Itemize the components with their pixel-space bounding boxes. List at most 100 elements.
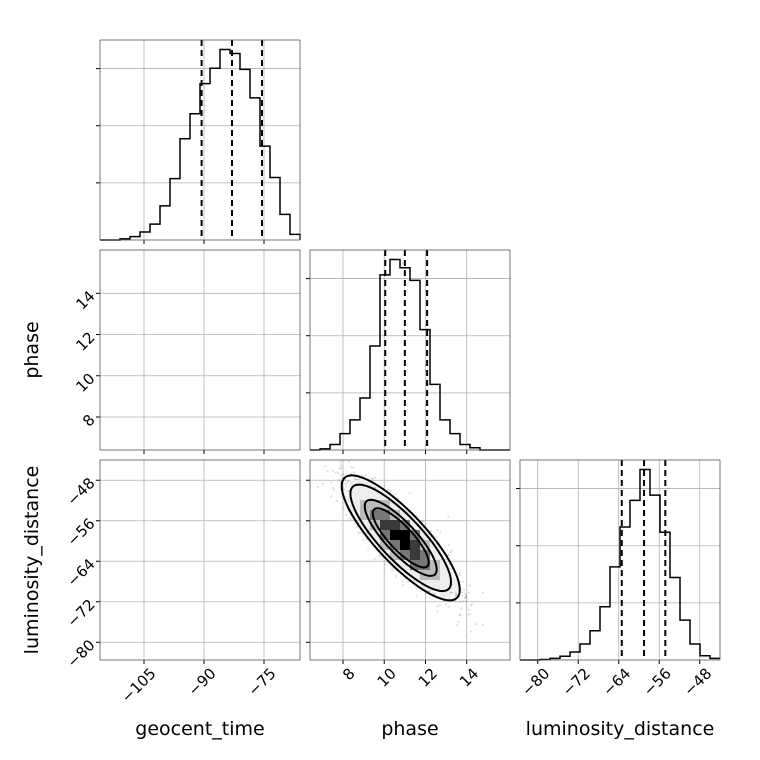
sample-point	[0, 348, 1, 350]
sample-point	[0, 355, 1, 357]
sample-point	[0, 377, 1, 379]
sample-point	[0, 529, 1, 531]
sample-point	[0, 358, 1, 360]
sample-point	[0, 372, 1, 374]
sample-point	[0, 343, 1, 345]
sample-point	[0, 554, 1, 556]
sample-point	[0, 515, 1, 517]
sample-point	[0, 537, 1, 539]
sample-point	[0, 348, 1, 350]
sample-point	[0, 338, 1, 340]
sample-point	[0, 351, 1, 353]
sample-point	[0, 338, 1, 340]
sample-point	[0, 337, 1, 339]
sample-point	[0, 359, 1, 361]
sample-point	[0, 527, 1, 529]
sample-point	[0, 368, 1, 370]
sample-point	[0, 343, 1, 345]
sample-point	[0, 375, 1, 377]
sample-point	[0, 533, 1, 535]
sample-point	[0, 375, 1, 377]
sample-point	[0, 483, 1, 485]
sample-point	[0, 372, 1, 374]
sample-point	[0, 570, 1, 572]
sample-point	[0, 532, 1, 534]
sample-point	[0, 336, 1, 338]
sample-point	[0, 531, 1, 533]
sample-point	[0, 344, 1, 346]
sample-point	[0, 510, 1, 512]
sample-point	[0, 577, 1, 579]
sample-point	[0, 565, 1, 567]
sample-point	[0, 367, 1, 369]
sample-point	[0, 348, 1, 350]
sample-point	[0, 413, 1, 415]
sample-point	[0, 344, 1, 346]
sample-point	[0, 356, 1, 358]
sample-point	[0, 495, 1, 497]
sample-point	[0, 568, 1, 570]
sample-point	[0, 350, 1, 352]
sample-point	[0, 382, 1, 384]
sample-point	[0, 394, 1, 396]
sample-point	[0, 505, 1, 507]
sample-point	[0, 525, 1, 527]
sample-point	[0, 500, 1, 502]
sample-point	[0, 520, 1, 522]
sample-point	[0, 556, 1, 558]
sample-point	[0, 557, 1, 559]
sample-point	[0, 342, 1, 344]
sample-point	[0, 503, 1, 505]
sample-point	[0, 307, 1, 309]
sample-point	[0, 326, 1, 328]
sample-point	[0, 325, 1, 327]
sample-point	[0, 571, 1, 573]
sample-point	[0, 514, 1, 516]
sample-point	[0, 367, 1, 369]
sample-point	[0, 321, 1, 323]
sample-point	[0, 378, 1, 380]
sample-point	[0, 395, 1, 397]
sample-point	[0, 549, 1, 551]
sample-point	[0, 501, 1, 503]
sample-point	[0, 525, 1, 527]
sample-point	[0, 483, 1, 485]
sample-point	[0, 546, 1, 548]
sample-point	[0, 530, 1, 532]
sample-point	[0, 379, 1, 381]
sample-point	[0, 259, 1, 261]
sample-point	[0, 394, 1, 396]
sample-point	[0, 481, 1, 483]
sample-point	[0, 553, 1, 555]
sample-point	[0, 546, 1, 548]
sample-point	[0, 546, 1, 548]
sample-point	[0, 537, 1, 539]
sample-point	[0, 392, 1, 394]
sample-point	[0, 370, 1, 372]
sample-point	[0, 569, 1, 571]
sample-point	[0, 383, 1, 385]
sample-point	[0, 351, 1, 353]
sample-point	[0, 546, 1, 548]
sample-point	[0, 336, 1, 338]
sample-point	[0, 555, 1, 557]
sample-point	[0, 384, 1, 386]
sample-point	[0, 377, 1, 379]
sample-point	[0, 392, 1, 394]
sample-point	[0, 569, 1, 571]
sample-point	[0, 510, 1, 512]
sample-point	[0, 325, 1, 327]
sample-point	[0, 355, 1, 357]
sample-point	[0, 351, 1, 353]
sample-point	[0, 560, 1, 562]
sample-point	[0, 345, 1, 347]
sample-point	[0, 517, 1, 519]
sample-point	[0, 372, 1, 374]
sample-point	[0, 326, 1, 328]
sample-point	[0, 385, 1, 387]
sample-point	[0, 547, 1, 549]
sample-point	[0, 563, 1, 565]
sample-point	[0, 384, 1, 386]
sample-point	[0, 557, 1, 559]
sample-point	[0, 502, 1, 504]
